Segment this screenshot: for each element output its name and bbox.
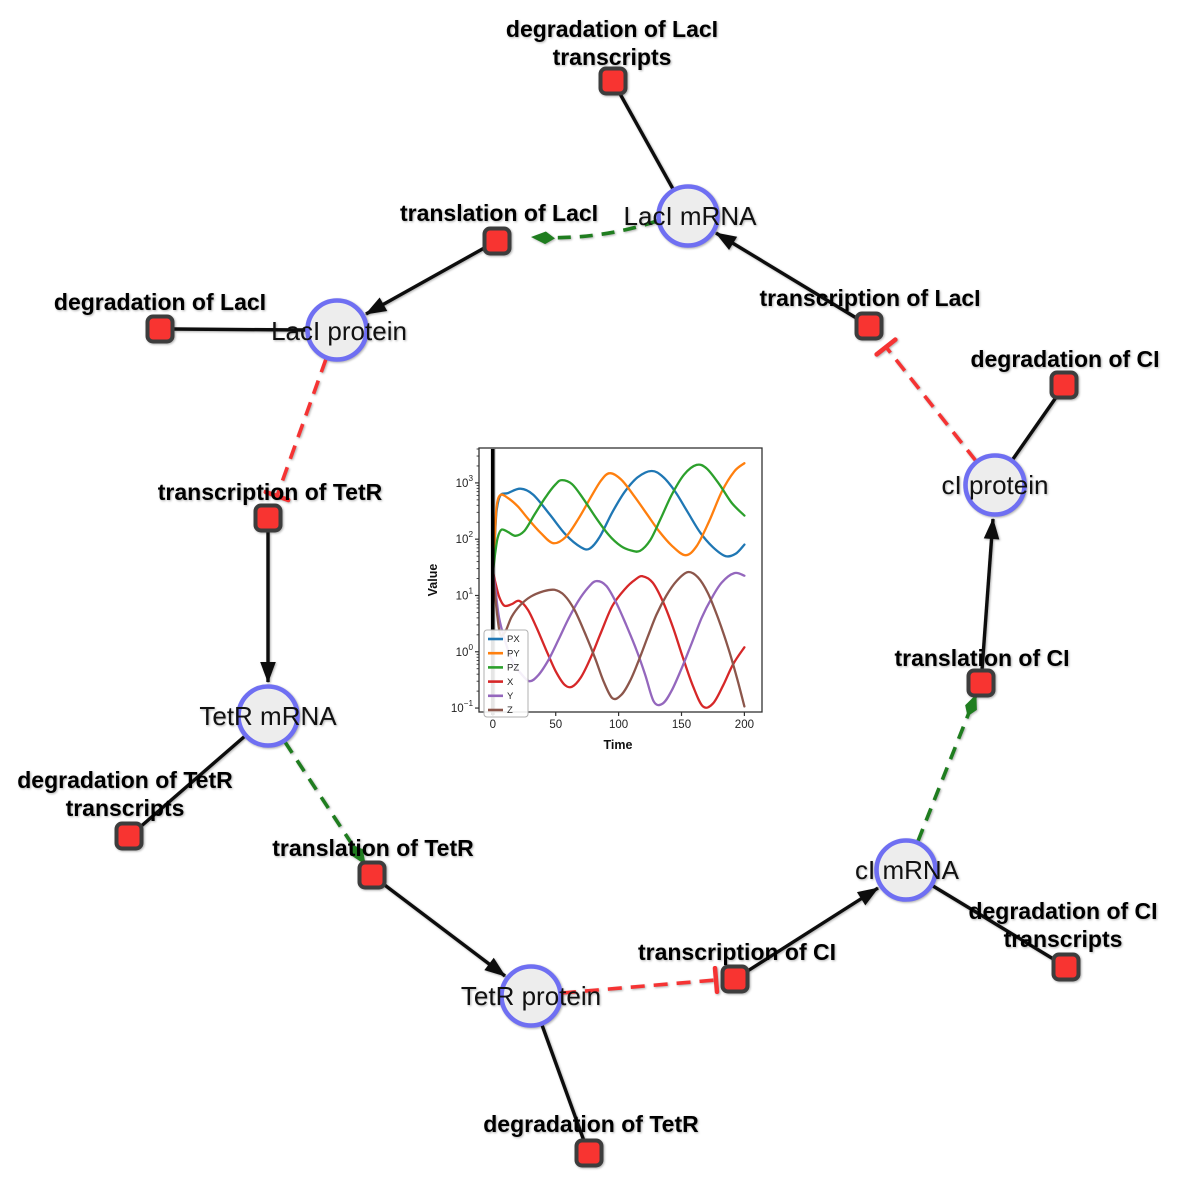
- chart-xlabel: Time: [604, 738, 633, 752]
- edge-ci-mrna-degradation[interactable]: [932, 884, 1056, 962]
- edge-transcription-ci-production[interactable]: [745, 886, 879, 974]
- chart-legend: PX PY PZ XYZ: [483, 629, 529, 718]
- edge-laci-protein-inhibits-transcription-tetr[interactable]: [277, 358, 328, 496]
- series-line-X: [491, 570, 746, 709]
- x-tick-label: 50: [549, 719, 562, 731]
- reaction-node-degradation-laci[interactable]: [145, 314, 175, 344]
- reaction-node-degradation-tetr-transcripts[interactable]: [114, 821, 144, 851]
- edge-translation-laci-production[interactable]: [365, 245, 487, 316]
- reaction-label-transcription-ci: transcription of CI: [638, 939, 836, 965]
- chart-ylabel: Value: [426, 564, 440, 597]
- reaction-node-transcription-laci[interactable]: [854, 311, 884, 341]
- reaction-label-translation-tetr: translation of TetR: [272, 835, 474, 861]
- reaction-node-translation-tetr[interactable]: [357, 860, 387, 890]
- edge-ci-mrna-modifier-translation[interactable]: [916, 694, 978, 842]
- series-line-PX: [491, 469, 746, 575]
- reaction-label-degradation-laci: degradation of LacI: [54, 289, 266, 315]
- edge-laci-protein-degradation[interactable]: [172, 327, 307, 332]
- x-tick-label: 200: [735, 719, 754, 731]
- reaction-label-degradation-ci: degradation of CI: [970, 346, 1159, 372]
- species-label-tetr-protein: TetR protein: [461, 981, 601, 1011]
- chart-ticks: 0 50 100 150 200 103 102 101 100 10−1: [451, 448, 754, 731]
- reaction-label-transcription-laci: transcription of LacI: [759, 285, 980, 311]
- species-node-ci-protein[interactable]: [963, 453, 1027, 517]
- chart-axes-box: [478, 447, 763, 713]
- edge-transcription-laci-production[interactable]: [715, 231, 859, 321]
- reaction-node-degradation-ci[interactable]: [1049, 370, 1079, 400]
- species-node-tetr-mrna[interactable]: [236, 684, 300, 748]
- species-node-laci-protein[interactable]: [305, 298, 369, 362]
- edges: [137, 91, 1059, 1142]
- reaction-node-degradation-laci-transcripts[interactable]: [598, 66, 628, 96]
- species-node-laci-mrna[interactable]: [656, 184, 720, 248]
- species-label-laci-mrna: LacI mRNA: [624, 201, 758, 231]
- reaction-label-degradation-laci-transcripts-1: degradation of LacI: [506, 16, 718, 42]
- y-tick-label: 101: [456, 586, 474, 602]
- series-line-PZ: [491, 463, 746, 575]
- edge-tetr-mrna-degradation[interactable]: [137, 734, 247, 830]
- edge-translation-ci-production[interactable]: [980, 518, 1000, 671]
- legend-label-Y: Y: [507, 691, 514, 702]
- y-tick-label: 103: [456, 474, 474, 490]
- reaction-label-translation-laci: translation of LacI: [400, 200, 598, 226]
- legend-label-Z: Z: [507, 705, 513, 716]
- reaction-nodes: [114, 66, 1081, 1168]
- species-label-tetr-mrna: TetR mRNA: [199, 701, 337, 731]
- reaction-node-transcription-tetr[interactable]: [253, 503, 283, 533]
- species-node-ci-mrna[interactable]: [874, 838, 938, 902]
- series-line-Z: [491, 570, 746, 708]
- series-line-PY: [491, 462, 746, 575]
- reaction-label-degradation-ci-transcripts-1: degradation of CI: [968, 898, 1157, 924]
- edge-tetr-mrna-modifier-translation[interactable]: [283, 741, 367, 865]
- reaction-label-degradation-ci-transcripts-2: transcripts: [1004, 926, 1123, 952]
- x-tick-label: 150: [672, 719, 691, 731]
- legend-label-X: X: [507, 677, 514, 688]
- edge-translation-tetr-production[interactable]: [380, 881, 507, 978]
- y-tick-label: 102: [456, 530, 474, 546]
- legend-box: [483, 629, 529, 718]
- reaction-node-translation-laci[interactable]: [482, 226, 512, 256]
- legend-label-PX: PX: [507, 634, 520, 645]
- legend-label-PZ: PZ: [507, 663, 519, 674]
- reaction-label-translation-ci: translation of CI: [894, 645, 1069, 671]
- reaction-label-degradation-tetr-transcripts-1: degradation of TetR: [17, 767, 233, 793]
- reaction-node-transcription-ci[interactable]: [720, 964, 750, 994]
- edge-tetr-protein-degradation[interactable]: [540, 1024, 586, 1142]
- reaction-node-degradation-tetr[interactable]: [574, 1138, 604, 1168]
- reaction-label-degradation-tetr: degradation of TetR: [483, 1111, 699, 1137]
- edge-ci-protein-degradation[interactable]: [1011, 395, 1059, 460]
- edge-laci-mrna-modifier-translation[interactable]: [531, 219, 658, 245]
- edge-tetr-protein-inhibits-transcription-ci[interactable]: [561, 980, 716, 995]
- labels: LacI mRNA LacI protein cI protein TetR m…: [17, 16, 1159, 1137]
- y-tick-label: 10−1: [451, 699, 474, 715]
- reaction-label-degradation-laci-transcripts-2: transcripts: [553, 44, 672, 70]
- species-node-tetr-protein[interactable]: [499, 964, 563, 1028]
- species-label-laci-protein: LacI protein: [271, 316, 407, 346]
- reaction-node-degradation-ci-transcripts[interactable]: [1051, 952, 1081, 982]
- reaction-label-degradation-tetr-transcripts-2: transcripts: [66, 795, 185, 821]
- legend-label-PY: PY: [507, 648, 520, 659]
- reaction-node-translation-ci[interactable]: [966, 668, 996, 698]
- x-tick-label: 100: [609, 719, 628, 731]
- reaction-label-transcription-tetr: transcription of TetR: [158, 479, 383, 505]
- species-nodes: [236, 184, 1027, 1028]
- species-label-ci-protein: cI protein: [942, 470, 1049, 500]
- x-tick-label: 0: [490, 719, 496, 731]
- edge-ci-protein-inhibits-transcription-laci[interactable]: [886, 347, 978, 463]
- y-tick-label: 100: [456, 643, 474, 659]
- species-label-ci-mrna: cI mRNA: [855, 855, 960, 885]
- edge-laci-mrna-degradation[interactable]: [617, 91, 675, 190]
